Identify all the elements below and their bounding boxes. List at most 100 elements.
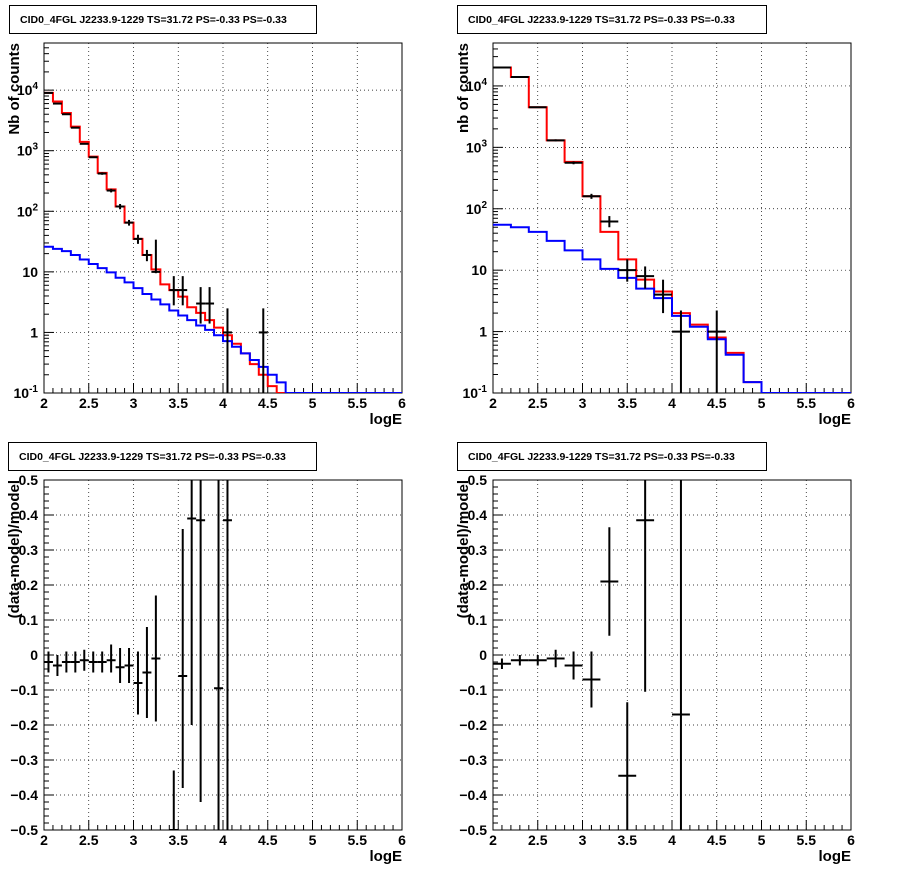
y-axis-label: nb of counts bbox=[455, 43, 472, 133]
data-point bbox=[618, 259, 637, 282]
x-tick-label: 3.5 bbox=[169, 395, 189, 411]
x-tick-label: 5 bbox=[309, 832, 317, 848]
y-tick-label: −0.3 bbox=[10, 752, 38, 768]
grid bbox=[44, 480, 402, 830]
y-tick-label: 0.4 bbox=[19, 507, 39, 523]
x-tick-label: 4 bbox=[219, 395, 227, 411]
chart-panel-counts-left: 2 2.5 3 3.5 4 4.5 5 5.5 6 10-1 1 10 102 103 104 logE Nb … bbox=[0, 0, 449, 437]
y-tick-label: 0.3 bbox=[468, 542, 488, 558]
x-tick-label: 3 bbox=[130, 395, 138, 411]
x-tick-label: 4.5 bbox=[258, 832, 278, 848]
x-tick-label: 4.5 bbox=[258, 395, 278, 411]
x-tick-label: 5.5 bbox=[348, 395, 368, 411]
chart-svg: 2 2.5 3 3.5 4 4.5 5 5.5 6 10-1 1 10 102 103 104 logE Nb … bbox=[6, 42, 406, 428]
x-tick-label: 2.5 bbox=[79, 395, 99, 411]
data-point bbox=[493, 66, 511, 69]
data-point bbox=[600, 527, 619, 636]
data-point bbox=[79, 649, 89, 671]
data-point bbox=[97, 172, 107, 175]
data-point bbox=[546, 139, 565, 142]
data-point bbox=[44, 91, 53, 94]
y-tick-label: 10-1 bbox=[14, 384, 39, 401]
data-point bbox=[178, 529, 188, 788]
y-tick-label: 10 bbox=[22, 264, 38, 280]
y-tick-label: 0.1 bbox=[468, 612, 488, 628]
histogram-line bbox=[493, 223, 851, 393]
x-tick-label: 4.5 bbox=[707, 395, 727, 411]
axis-ticks bbox=[43, 42, 403, 394]
x-tick-label: 5.5 bbox=[797, 395, 817, 411]
x-tick-label: 5.5 bbox=[348, 832, 368, 848]
data-point bbox=[582, 651, 601, 708]
x-tick-label: 3 bbox=[130, 832, 138, 848]
y-tick-label: 0.5 bbox=[468, 472, 488, 488]
y-axis-label: Nb of counts bbox=[6, 43, 23, 135]
y-tick-label: −0.3 bbox=[459, 752, 487, 768]
data-point bbox=[654, 279, 672, 314]
chart-title: CID0_4FGL J2233.9-1229 TS=31.72 PS=-0.33… bbox=[9, 5, 317, 34]
chart-panel-residuals-left: 2 2.5 3 3.5 4 4.5 5 5.5 6 −0.5 −0.4 −0.3 −0.2 −0.1 0 0.… bbox=[0, 437, 449, 874]
y-tick-label: −0.2 bbox=[10, 717, 38, 733]
data-point bbox=[564, 161, 583, 165]
data-point bbox=[618, 702, 637, 830]
y-tick-label: 1 bbox=[30, 324, 38, 340]
chart-title: CID0_4FGL J2233.9-1229 TS=31.72 PS=-0.33… bbox=[457, 442, 767, 471]
y-tick-label: 0 bbox=[479, 647, 487, 663]
data-point bbox=[546, 649, 565, 668]
chart-svg: 2 2.5 3 3.5 4 4.5 5 5.5 6 −0.5 −0.4 −0.3 −0.2 −0.1 0 0.… bbox=[6, 472, 406, 865]
data-point bbox=[636, 480, 655, 692]
data-point bbox=[79, 142, 89, 145]
data-point bbox=[707, 310, 726, 393]
data-point bbox=[178, 276, 188, 306]
y-tick-label: 0.5 bbox=[19, 472, 39, 488]
data-point bbox=[52, 102, 62, 105]
y-axis-label: (data-model)/model bbox=[6, 480, 23, 618]
histogram-line bbox=[44, 245, 402, 393]
data-point bbox=[142, 627, 152, 718]
x-axis-label: logE bbox=[370, 411, 403, 428]
y-tick-label: 103 bbox=[17, 142, 39, 159]
x-axis-label: logE bbox=[819, 848, 852, 865]
x-tick-label: 6 bbox=[847, 832, 855, 848]
x-tick-label: 3.5 bbox=[169, 832, 189, 848]
data-point bbox=[223, 480, 232, 830]
data-point bbox=[88, 651, 98, 673]
data-point bbox=[528, 106, 547, 109]
y-tick-label: −0.2 bbox=[459, 717, 487, 733]
data-point bbox=[133, 651, 143, 715]
x-tick-label: 5 bbox=[309, 395, 317, 411]
y-tick-label: 104 bbox=[17, 81, 39, 98]
data-point bbox=[61, 651, 71, 673]
data-point bbox=[124, 219, 134, 226]
y-tick-label: −0.1 bbox=[10, 682, 38, 698]
axis-ticks bbox=[492, 479, 852, 831]
x-tick-label: 6 bbox=[847, 395, 855, 411]
x-tick-label: 5 bbox=[758, 395, 766, 411]
y-tick-label: 1 bbox=[479, 324, 487, 340]
y-tick-label: 0.2 bbox=[468, 577, 488, 593]
chart-title: CID0_4FGL J2233.9-1229 TS=31.72 PS=-0.33… bbox=[8, 442, 317, 471]
x-tick-label: 4 bbox=[219, 832, 227, 848]
data-point bbox=[493, 658, 511, 669]
y-tick-label: −0.4 bbox=[459, 787, 487, 803]
y-tick-label: 104 bbox=[466, 77, 488, 94]
x-axis-label: logE bbox=[370, 848, 403, 865]
x-tick-label: 4.5 bbox=[707, 832, 727, 848]
grid bbox=[493, 480, 851, 830]
x-tick-label: 3 bbox=[579, 395, 587, 411]
data-point bbox=[258, 308, 268, 393]
y-tick-label: −0.5 bbox=[10, 822, 38, 838]
data-point bbox=[133, 234, 143, 244]
data-point bbox=[151, 595, 161, 722]
y-tick-label: −0.1 bbox=[459, 682, 487, 698]
data-point bbox=[124, 648, 134, 683]
x-axis-label: logE bbox=[819, 411, 852, 428]
data-point bbox=[214, 480, 223, 830]
y-tick-label: 0.4 bbox=[468, 507, 488, 523]
plot-area bbox=[493, 480, 690, 830]
data-point bbox=[510, 75, 529, 78]
data-point bbox=[187, 480, 197, 725]
x-tick-label: 5 bbox=[758, 832, 766, 848]
data-point bbox=[44, 651, 53, 673]
data-point bbox=[205, 287, 215, 324]
